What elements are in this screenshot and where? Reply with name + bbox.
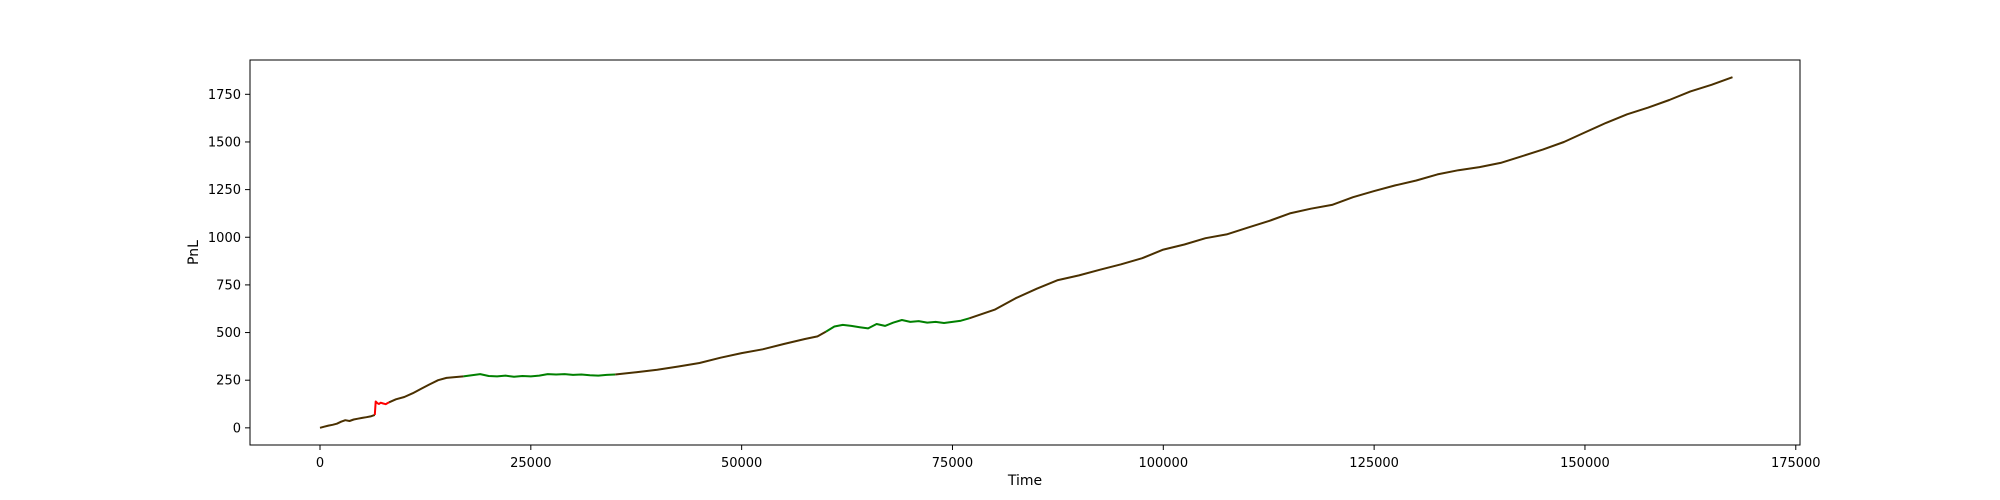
x-tick-label: 25000: [510, 456, 551, 471]
series-layer: [319, 76, 1733, 429]
y-tick-label: 500: [216, 326, 241, 341]
series-line-segment-1: [319, 413, 376, 429]
series-line-segment-6: [825, 317, 970, 333]
series-line-segment-4: [463, 373, 616, 378]
series-line-segment-7: [968, 76, 1733, 320]
x-tick-label: 75000: [932, 456, 973, 471]
y-axis-label: PnL: [186, 240, 202, 265]
y-tick-label: 1000: [208, 231, 241, 246]
x-tick-label: 150000: [1560, 456, 1610, 471]
y-tick-label: 250: [216, 374, 241, 389]
y-tick-label: 0: [233, 421, 241, 436]
y-tick-label: 1250: [208, 183, 241, 198]
series-line-segment-5: [615, 330, 827, 376]
x-tick-label: 125000: [1349, 456, 1399, 471]
plot-frame: [249, 59, 1801, 446]
y-tick-label: 1750: [208, 88, 241, 103]
x-tick-label: 50000: [721, 456, 762, 471]
series-line-segment-2: [373, 400, 390, 415]
x-axis-ticks: 0 25000 50000 75000 100000 125000 150000 175000: [316, 445, 1821, 471]
y-axis-ticks: 0 250 500 750 1000 1250 1500 1750: [208, 88, 250, 436]
series-line-segment-3: [388, 375, 464, 404]
y-tick-label: 1500: [208, 135, 241, 150]
x-tick-label: 0: [316, 456, 324, 471]
x-axis-label: Time: [1007, 473, 1042, 489]
x-tick-label: 175000: [1771, 456, 1821, 471]
x-tick-label: 100000: [1138, 456, 1188, 471]
y-tick-label: 750: [216, 278, 241, 293]
